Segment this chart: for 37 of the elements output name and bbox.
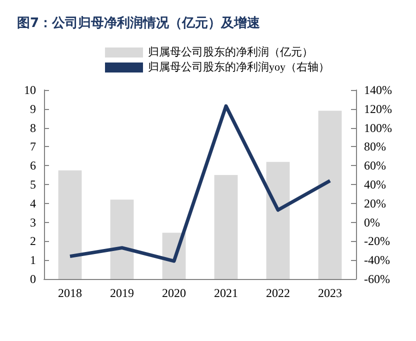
y-tick-label: 8 — [30, 120, 36, 135]
y-tick-label: 0 — [30, 272, 36, 286]
y2-tick-label: 140% — [364, 83, 392, 97]
bar — [214, 175, 238, 279]
x-tick-label: 2023 — [318, 286, 342, 300]
y2-tick-label: 100% — [364, 120, 392, 135]
y2-tick-label: 0% — [364, 215, 380, 230]
y-tick-label: 2 — [30, 234, 36, 248]
x-tick-label: 2019 — [110, 286, 134, 300]
y-tick-label: 5 — [30, 178, 36, 192]
y2-tick-label: 60% — [364, 158, 386, 173]
y-tick-label: 4 — [30, 196, 36, 210]
y-tick-label: 9 — [30, 102, 36, 116]
bar — [58, 170, 82, 279]
y2-tick-label: -20% — [364, 234, 390, 248]
y2-tick-label: -60% — [364, 272, 390, 286]
bar — [266, 162, 290, 279]
chart-title: 图7：公司归母净利润情况（亿元）及增速 — [17, 15, 262, 31]
y-tick-label: 1 — [30, 253, 36, 268]
y2-tick-label: 20% — [364, 196, 386, 210]
line-series — [68, 104, 332, 263]
y2-tick-label: 40% — [364, 178, 386, 192]
legend-label: 归属母公司股东的净利润yoy（右轴） — [148, 60, 330, 74]
y-tick-label: 3 — [30, 215, 36, 230]
x-tick-label: 2020 — [162, 286, 186, 300]
x-tick-label: 2021 — [214, 286, 238, 300]
y2-tick-label: 120% — [364, 102, 392, 116]
bar — [110, 200, 134, 279]
y-tick-label: 10 — [24, 83, 36, 97]
x-tick-label: 2022 — [266, 286, 290, 300]
y2-tick-label: 80% — [364, 140, 386, 154]
y-tick-label: 7 — [30, 140, 36, 154]
y2-tick-label: -40% — [364, 253, 390, 268]
y-tick-label: 6 — [30, 158, 36, 173]
x-tick-label: 2018 — [58, 286, 82, 300]
bar — [318, 110, 342, 279]
legend-label: 归属母公司股东的净利润（亿元） — [148, 46, 313, 58]
